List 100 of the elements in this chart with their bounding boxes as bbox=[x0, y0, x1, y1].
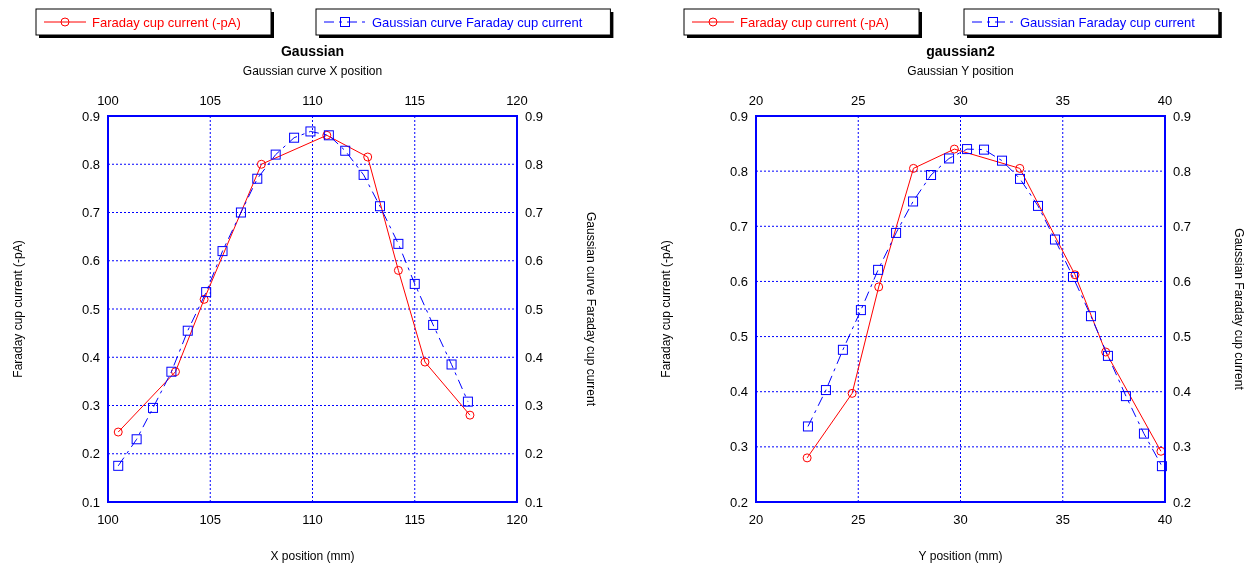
x2-tick-label: 30 bbox=[953, 512, 968, 527]
y-tick-label: 0.7 bbox=[729, 218, 748, 234]
point bbox=[1101, 347, 1111, 357]
y-tick-label: 0.8 bbox=[81, 156, 100, 172]
point bbox=[802, 421, 813, 432]
y2-tick-label: 0.2 bbox=[525, 446, 544, 462]
point bbox=[1120, 391, 1131, 402]
point bbox=[393, 238, 404, 249]
point bbox=[465, 410, 475, 420]
y-tick-label: 0.6 bbox=[81, 253, 100, 269]
y2-tick-label: 0.3 bbox=[525, 398, 544, 413]
x-tick-label: 40 bbox=[1157, 93, 1173, 108]
chart-title: Gaussian bbox=[280, 43, 345, 59]
point bbox=[837, 344, 848, 355]
y2-tick-label: 0.8 bbox=[1173, 163, 1192, 179]
y2-tick-label: 0.7 bbox=[525, 205, 544, 220]
point bbox=[1015, 173, 1026, 184]
point bbox=[374, 201, 385, 212]
point bbox=[363, 152, 373, 162]
point bbox=[1085, 311, 1096, 322]
y-tick-label: 0.2 bbox=[81, 446, 100, 462]
point bbox=[170, 367, 180, 377]
y2-tick-label: 0.6 bbox=[525, 253, 544, 269]
point bbox=[802, 453, 812, 463]
point bbox=[997, 155, 1008, 166]
y-tick-label: 0.6 bbox=[729, 273, 748, 289]
point bbox=[131, 434, 142, 445]
point bbox=[393, 265, 403, 275]
point bbox=[340, 145, 351, 156]
y2-tick-label: 0.9 bbox=[1173, 108, 1192, 124]
point bbox=[908, 196, 919, 207]
legend-label: Faraday cup current (-pA) bbox=[740, 14, 889, 30]
x-tick-label: 25 bbox=[851, 93, 866, 108]
point bbox=[166, 366, 177, 377]
x-tick-label: 20 bbox=[748, 93, 764, 108]
y-tick-label: 0.4 bbox=[81, 349, 100, 365]
y-tick-label: 0.7 bbox=[81, 205, 100, 220]
x-axis-title: Y position (mm) bbox=[918, 549, 1003, 563]
legend-label: Gaussian curve Faraday cup current bbox=[372, 14, 583, 30]
point bbox=[256, 159, 266, 169]
point bbox=[949, 144, 959, 154]
x2-tick-label: 105 bbox=[199, 512, 222, 527]
point bbox=[944, 153, 955, 164]
y2-tick-label: 0.9 bbox=[525, 108, 544, 124]
legend-label: Gaussian Faraday cup current bbox=[1020, 14, 1196, 30]
point bbox=[462, 396, 473, 407]
point bbox=[820, 385, 831, 396]
y-tick-label: 0.1 bbox=[81, 494, 100, 510]
point bbox=[201, 287, 212, 298]
point bbox=[289, 132, 300, 143]
point bbox=[1102, 350, 1113, 361]
x-tick-label: 110 bbox=[302, 93, 323, 108]
point bbox=[305, 126, 316, 137]
point bbox=[147, 402, 158, 413]
point bbox=[926, 170, 937, 180]
x2-tick-label: 100 bbox=[97, 512, 119, 527]
point bbox=[182, 325, 193, 336]
point bbox=[409, 278, 420, 289]
point bbox=[1015, 163, 1025, 173]
point bbox=[962, 144, 973, 155]
point bbox=[113, 427, 123, 437]
point bbox=[874, 282, 884, 292]
x-tick-label: 30 bbox=[953, 93, 968, 108]
y-tick-label: 0.3 bbox=[729, 439, 748, 455]
x-tick-label: 35 bbox=[1055, 93, 1070, 108]
y2-tick-label: 0.8 bbox=[525, 156, 544, 172]
chart-title: gaussian2 bbox=[926, 43, 995, 59]
y-tick-label: 0.4 bbox=[729, 384, 748, 400]
point bbox=[446, 359, 457, 370]
point bbox=[979, 144, 990, 155]
x-tick-label: 100 bbox=[97, 93, 119, 108]
point bbox=[358, 169, 369, 180]
y2-tick-label: 0.7 bbox=[1173, 218, 1192, 234]
y-tick-label: 0.8 bbox=[729, 163, 748, 179]
x2-tick-label: 20 bbox=[748, 512, 764, 527]
y-tick-label: 0.5 bbox=[81, 301, 100, 317]
y2-axis-title: Gaussian Faraday cup current bbox=[1232, 228, 1246, 391]
y2-tick-label: 0.1 bbox=[525, 494, 544, 510]
point bbox=[908, 163, 918, 173]
y-tick-label: 0.9 bbox=[81, 108, 100, 124]
point bbox=[428, 319, 439, 330]
point bbox=[1156, 461, 1167, 472]
y-axis-title: Faraday cup current (-pA) bbox=[659, 240, 673, 378]
point bbox=[847, 388, 857, 398]
y-tick-label: 0.5 bbox=[729, 329, 748, 345]
point bbox=[1033, 200, 1044, 211]
x2-axis-title: Gaussian Y position bbox=[907, 64, 1014, 78]
x2-tick-label: 40 bbox=[1157, 512, 1173, 527]
point bbox=[113, 460, 124, 471]
y2-tick-label: 0.3 bbox=[1173, 439, 1192, 455]
point bbox=[1049, 234, 1060, 245]
y2-tick-label: 0.5 bbox=[1173, 329, 1192, 345]
point bbox=[1138, 428, 1149, 439]
legend-label: Faraday cup current (-pA) bbox=[92, 14, 241, 30]
y2-tick-label: 0.4 bbox=[1173, 384, 1192, 400]
x-tick-label: 105 bbox=[199, 93, 222, 108]
y2-tick-label: 0.2 bbox=[1173, 494, 1192, 510]
y2-tick-label: 0.5 bbox=[525, 301, 544, 317]
point bbox=[873, 264, 884, 275]
point bbox=[252, 173, 263, 184]
